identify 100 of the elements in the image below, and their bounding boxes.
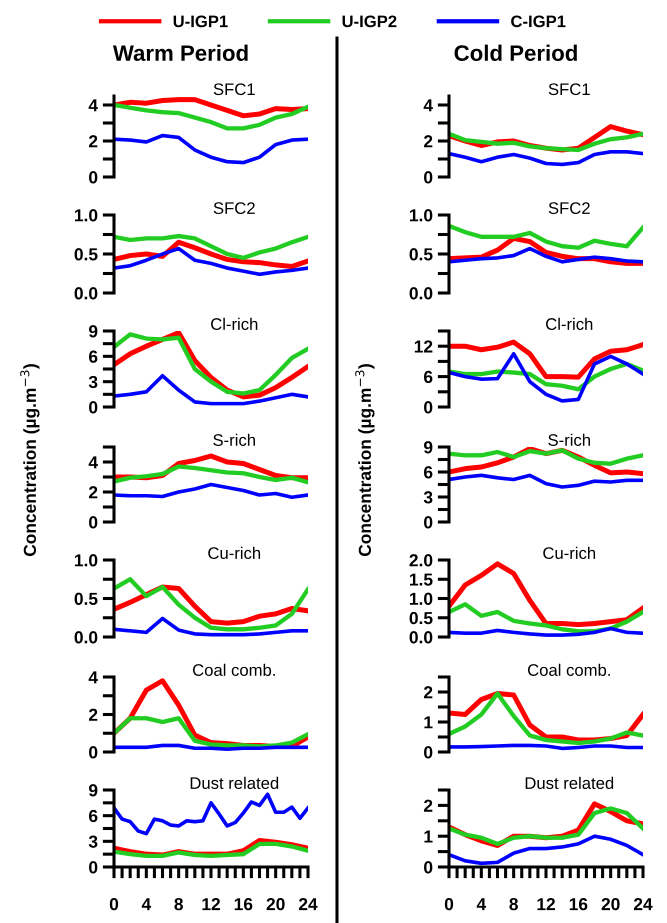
line-series: [114, 464, 308, 484]
x-tick-label: 8: [509, 898, 518, 910]
y-tick-label: 9: [424, 441, 432, 454]
line-series: [449, 132, 643, 152]
chart-title: Cl-rich: [211, 318, 258, 330]
line-series: [114, 246, 308, 276]
y-tick-label: 6: [89, 350, 98, 363]
y-tick-label: 0.0: [410, 287, 432, 300]
line-series: [114, 234, 308, 260]
line-series: [114, 102, 308, 131]
chart-title: Cu-rich: [208, 546, 260, 560]
y-tick-label: 0: [424, 746, 432, 758]
line-series: [114, 716, 308, 749]
y-tick-label: 9: [88, 784, 98, 796]
y-tick-label: 1: [424, 716, 433, 728]
chart-title: Cu-rich: [543, 546, 596, 560]
x-tick-label: 4: [476, 898, 486, 910]
x-tick-label: 12: [202, 898, 220, 910]
line-series: [114, 374, 308, 406]
y-tick-label: 4: [88, 456, 98, 468]
y-tick-label: 0.5: [410, 612, 433, 624]
y-tick-label: 1.0: [74, 209, 98, 222]
chart-title: Dust related: [190, 776, 278, 790]
line-series: [114, 577, 308, 632]
chart-subtitle: Cold Period: [454, 44, 577, 61]
y-axis-title: Concentration (µg.m$^{−3}$): [355, 364, 375, 556]
y-tick-label: 0: [89, 746, 98, 758]
x-tick-label: 16: [570, 898, 588, 910]
y-tick-label: 4: [88, 671, 98, 684]
y-axis-title: Concentration (µg.m$^{−3}$): [20, 364, 40, 556]
y-tick-label: 2: [88, 135, 98, 148]
chart-title: Coal comb.: [528, 664, 610, 676]
y-tick-label: 0: [89, 516, 98, 528]
line-series: [449, 834, 643, 866]
x-tick-label: 0: [444, 898, 454, 910]
legend-label: C-IGP1: [511, 15, 566, 28]
y-tick-label: 1: [424, 830, 433, 842]
y-tick-label: 0: [89, 861, 98, 874]
y-tick-label: 6: [424, 370, 432, 384]
y-tick-label: 0: [424, 401, 432, 414]
y-tick-label: 2: [424, 135, 432, 148]
y-tick-label: 2: [88, 708, 98, 721]
line-series: [114, 792, 308, 836]
chart-title: S-rich: [548, 434, 590, 446]
line-series: [449, 448, 643, 466]
x-tick-label: 16: [234, 898, 252, 910]
x-tick-label: 20: [602, 898, 620, 910]
y-tick-label: 3: [88, 376, 98, 388]
y-tick-label: 4: [424, 99, 433, 112]
y-tick-label: 2: [424, 686, 432, 698]
line-series: [449, 352, 643, 403]
chart-title: Coal comb.: [192, 664, 275, 676]
y-tick-label: 2.0: [410, 554, 432, 566]
y-tick-label: 0.5: [74, 248, 98, 260]
y-tick-label: 12: [414, 340, 432, 352]
y-tick-label: 4: [88, 99, 98, 112]
chart-title: SFC1: [548, 83, 590, 96]
y-tick-label: 1.0: [410, 209, 432, 222]
chart-title: SFC1: [214, 83, 255, 96]
y-tick-label: 0.5: [74, 592, 98, 605]
chart-title: SFC2: [548, 202, 590, 214]
y-tick-label: 2: [88, 486, 98, 498]
chart-title: SFC2: [214, 202, 255, 214]
line-series: [449, 150, 643, 166]
line-series: [114, 616, 308, 636]
line-series: [449, 246, 643, 264]
chart-title: Dust related: [526, 776, 614, 790]
line-series: [449, 626, 643, 637]
legend-label: U-IGP1: [174, 15, 228, 28]
y-tick-label: 0: [424, 171, 432, 184]
y-tick-label: 1.0: [410, 592, 432, 605]
x-tick-label: 0: [110, 898, 118, 910]
y-tick-label: 3: [88, 836, 98, 848]
x-tick-label: 4: [142, 898, 152, 910]
y-tick-label: 6: [89, 810, 98, 822]
y-tick-label: 0.0: [74, 631, 98, 644]
line-series: [114, 482, 308, 500]
y-tick-label: 1.5: [410, 574, 433, 586]
y-tick-label: 9: [88, 325, 98, 338]
line-series: [114, 134, 308, 164]
y-tick-label: 2: [424, 800, 432, 812]
y-tick-label: 1.0: [74, 554, 98, 566]
legend-label: U-IGP2: [342, 15, 396, 28]
line-series: [449, 224, 643, 250]
chart-subtitle: Warm Period: [112, 44, 248, 61]
chart-title: Cl-rich: [546, 318, 592, 330]
y-tick-label: 3: [424, 491, 432, 504]
y-tick-label: 6: [424, 466, 432, 478]
x-tick-label: 8: [174, 898, 183, 910]
x-tick-label: 20: [266, 898, 285, 910]
y-tick-label: 0.0: [410, 631, 432, 644]
y-tick-label: 0: [89, 401, 98, 414]
y-tick-label: 0: [89, 171, 98, 184]
x-tick-label: 24: [634, 898, 653, 910]
chart-title: S-rich: [213, 434, 255, 446]
line-series: [449, 474, 643, 489]
y-tick-label: 0.5: [410, 248, 433, 260]
y-tick-label: 0: [424, 516, 432, 528]
x-tick-label: 24: [298, 898, 318, 910]
x-tick-label: 12: [537, 898, 555, 910]
